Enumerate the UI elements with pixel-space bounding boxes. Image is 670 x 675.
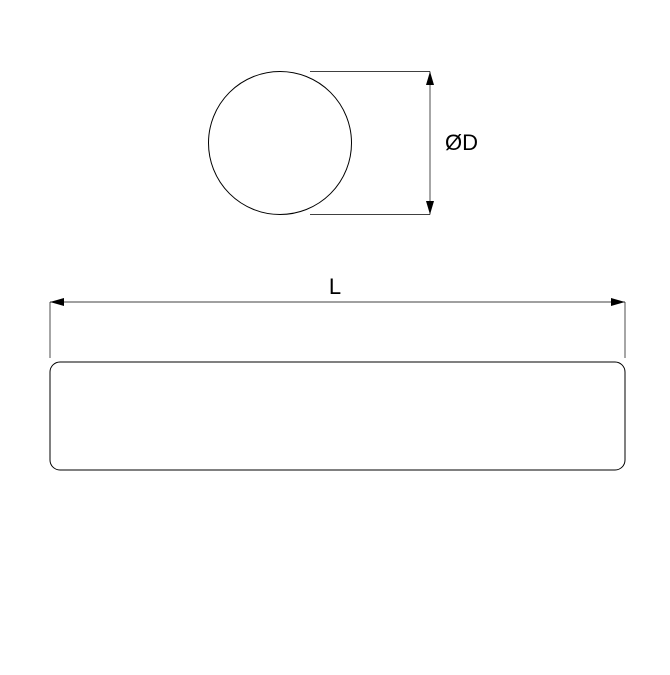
drawing-svg: ØD L bbox=[0, 0, 670, 670]
length-arrow-right bbox=[611, 298, 625, 306]
rod-end-view-circle bbox=[209, 72, 352, 215]
rod-side-view-rect bbox=[50, 362, 625, 470]
length-arrow-left bbox=[50, 298, 64, 306]
diameter-arrow-top bbox=[426, 72, 434, 86]
technical-drawing-container: ØD L bbox=[0, 0, 670, 670]
length-label: L bbox=[329, 274, 341, 299]
diameter-arrow-bottom bbox=[426, 201, 434, 215]
diameter-label: ØD bbox=[445, 130, 478, 155]
